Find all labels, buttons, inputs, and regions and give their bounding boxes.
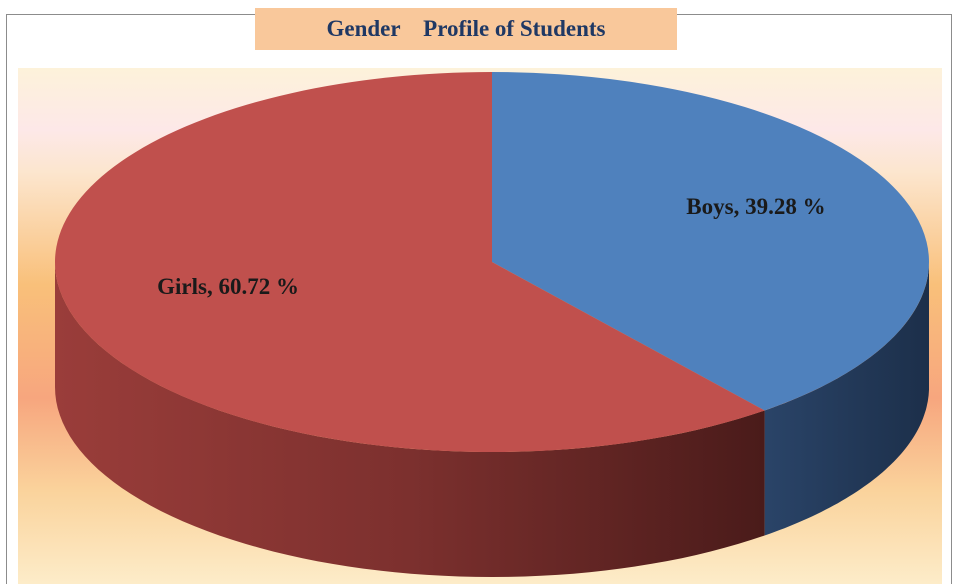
slice [492,72,930,411]
data-label: Boys, 39.28 % [686,193,826,219]
label-category: Boys [686,193,734,219]
label-value: 60.72 % [218,274,299,300]
chart-title: Gender Profile of Students [255,8,677,50]
data-label: Girls, 60.72 % [157,274,299,300]
pie [54,72,930,577]
slice-side [55,262,765,577]
label-value: 39.28 % [745,193,826,219]
label-category: Girls [157,274,207,300]
slice [54,72,765,452]
slice-side [764,262,929,536]
